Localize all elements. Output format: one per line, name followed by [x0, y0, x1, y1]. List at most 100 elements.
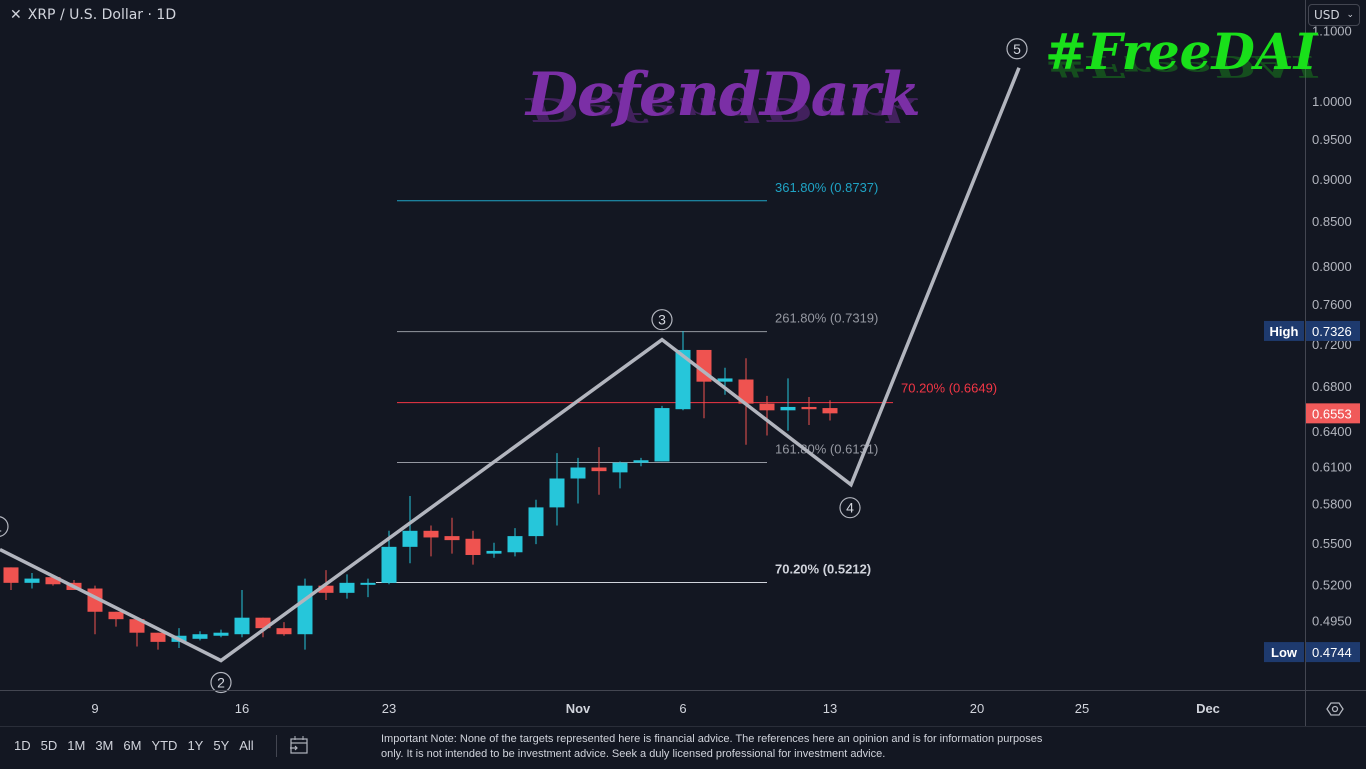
candles	[3, 330, 838, 650]
bottom-toolbar: 1D 5D 1M 3M 6M YTD 1Y 5Y All Important Note: Non…	[0, 726, 1366, 769]
candle	[423, 525, 439, 557]
price-axis[interactable]: 1.1000 1.0000 0.9500 0.9000 0.8500 0.8000 0.76…	[1312, 24, 1352, 629]
fib-level-label: 70.20% (0.6649)	[901, 381, 997, 396]
last-price-tag	[1306, 403, 1360, 424]
candle	[633, 457, 649, 467]
candle	[780, 378, 796, 431]
candle-body	[675, 349, 691, 410]
currency-select[interactable]: USD ⌄	[1308, 4, 1360, 26]
price-tick-label: 0.6100	[1312, 459, 1352, 474]
candle-body	[192, 634, 208, 639]
candle	[213, 629, 229, 638]
candle-body	[255, 617, 271, 629]
time-tick-label: 25	[1075, 701, 1089, 716]
candle	[360, 578, 376, 598]
wave-label: 3	[658, 312, 666, 328]
divider	[276, 735, 277, 757]
low-label-tag	[1264, 642, 1304, 663]
wave-label-circle	[651, 309, 673, 331]
candle	[129, 617, 145, 647]
x-icon[interactable]: ✕	[10, 7, 22, 23]
candle-body	[822, 408, 838, 414]
calendar-goto-icon[interactable]	[289, 735, 309, 755]
candle-body	[591, 467, 607, 472]
candle-body	[276, 628, 292, 635]
candle	[24, 572, 40, 589]
candle-body	[759, 403, 775, 411]
price-chart[interactable]: 361.80% (0.8737) 261.80% (0.7319) 70.20% (…	[0, 0, 1366, 726]
watermark-left: DefendDark	[526, 60, 921, 130]
price-tick-label: 0.7600	[1312, 297, 1352, 312]
wave-label-circle	[210, 671, 232, 694]
range-button-all[interactable]: All	[239, 738, 254, 753]
wave-label: 5	[1013, 41, 1021, 57]
candle	[465, 530, 481, 565]
time-axis[interactable]: 9 16 23 Nov 6 13 20 25 Dec	[91, 701, 1220, 716]
time-tick-label: Nov	[566, 701, 591, 716]
fib-levels: 361.80% (0.8737) 261.80% (0.7319) 70.20% (…	[376, 180, 997, 584]
candle	[276, 622, 292, 636]
range-button-3m[interactable]: 3M	[95, 738, 114, 753]
wave-label-circle	[1006, 38, 1028, 60]
wave-label: 2	[217, 675, 225, 691]
candle-body	[24, 578, 40, 583]
fib-level-label: 261.80% (0.7319)	[775, 311, 878, 326]
wave-label-circle	[0, 516, 9, 537]
candle	[591, 447, 607, 495]
range-button-1m[interactable]: 1M	[67, 738, 86, 753]
symbol-title-text: XRP / U.S. Dollar · 1D	[27, 7, 177, 23]
candle	[192, 631, 208, 641]
candle-body	[150, 632, 166, 642]
candle	[339, 574, 355, 599]
candle	[612, 461, 628, 489]
time-tick-label: 20	[970, 701, 984, 716]
price-tick-label: 0.5500	[1312, 536, 1352, 551]
candle-body	[465, 538, 481, 555]
candle-body	[129, 619, 145, 633]
candle	[696, 349, 712, 419]
last-price-value: 0.6553	[1312, 406, 1352, 421]
settings-gear-icon[interactable]	[1326, 700, 1344, 718]
range-button-1d[interactable]: 1D	[14, 738, 31, 753]
candle	[255, 617, 271, 638]
candle	[297, 578, 313, 650]
candle-body	[3, 567, 19, 583]
price-labels: 0.7326 High 0.6553 0.4744 Low	[1264, 320, 1360, 663]
time-tick-label: 13	[823, 701, 837, 716]
price-tick-label: 0.6800	[1312, 379, 1352, 394]
candle-body	[738, 379, 754, 404]
candle-body	[612, 462, 628, 473]
price-tick-label: 0.9500	[1312, 132, 1352, 147]
wave-path	[0, 67, 1021, 663]
candle	[801, 396, 817, 426]
candle-body	[633, 460, 649, 463]
disclaimer-note: Important Note: None of the targets repr…	[381, 733, 1043, 760]
price-tick-label: 0.6400	[1312, 424, 1352, 439]
candle-body	[297, 585, 313, 635]
time-tick-label: 6	[679, 701, 686, 716]
range-button-5y[interactable]: 5Y	[213, 738, 230, 753]
candle-body	[108, 611, 124, 620]
range-button-5d[interactable]: 5D	[40, 738, 58, 753]
range-button-1y[interactable]: 1Y	[187, 738, 204, 753]
price-tick-label: 0.5800	[1312, 497, 1352, 512]
range-button-ytd[interactable]: YTD	[151, 738, 178, 753]
candle	[549, 453, 565, 526]
candle-body	[717, 378, 733, 382]
elliott-wave: 1 2 3 4 5	[0, 38, 1028, 694]
high-price-tag	[1306, 320, 1360, 341]
time-tick-label: 16	[235, 701, 249, 716]
candle	[759, 395, 775, 436]
wave-label: 4	[846, 500, 854, 516]
candle-body	[213, 632, 229, 636]
price-tick-label: 0.5200	[1312, 577, 1352, 592]
candle-body	[45, 577, 61, 585]
candle-body	[318, 585, 334, 593]
candle	[150, 632, 166, 650]
candle-body	[528, 507, 544, 537]
range-button-6m[interactable]: 6M	[123, 738, 142, 753]
watermark-right: #FreeDAI	[1045, 22, 1318, 81]
candle-body	[339, 582, 355, 593]
candle	[444, 517, 460, 554]
candle	[402, 495, 418, 564]
